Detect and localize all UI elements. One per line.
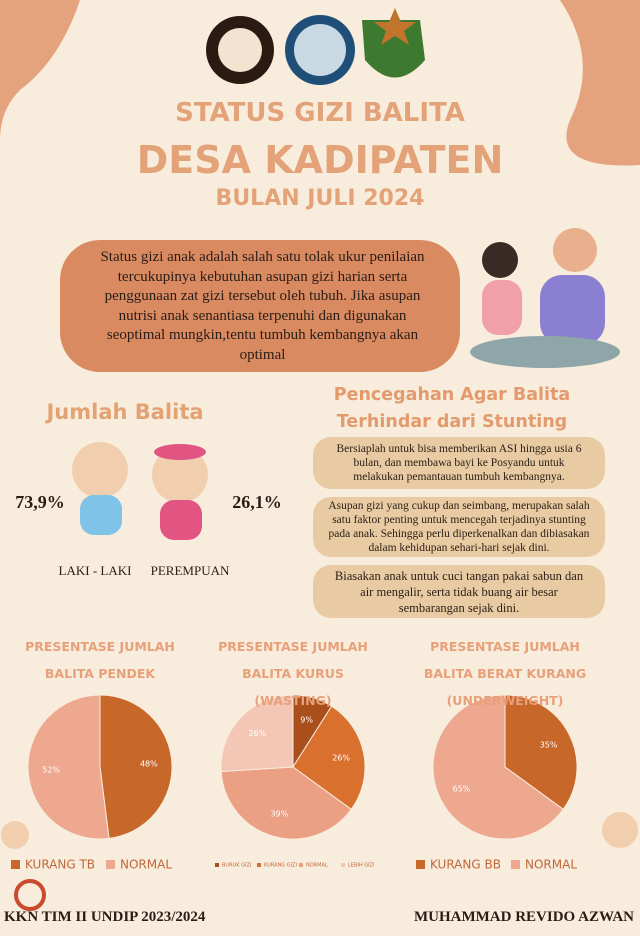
legend-swatch (511, 860, 520, 869)
baby (160, 500, 202, 540)
date: BULAN JULI 2024 (215, 186, 425, 211)
legend-swatch (106, 860, 115, 869)
value-label: 48% (140, 759, 158, 768)
value-label: 9% (300, 715, 313, 724)
male-label: LAKI - LAKI (58, 563, 132, 578)
pie-slice (220, 694, 294, 773)
illustration (540, 275, 605, 345)
pie-slice (220, 766, 352, 840)
legend-label: NORMAL (306, 863, 328, 869)
pie-title: PRESENTASE JUMLAH BALITA BERAT KURANG (U… (423, 639, 587, 708)
corner-blob (560, 0, 640, 166)
value-label: 35% (540, 740, 558, 749)
pie-slice (292, 705, 366, 811)
kid (1, 821, 29, 849)
pie-slice (432, 694, 564, 840)
legend-swatch (257, 863, 261, 867)
logo (218, 28, 262, 72)
baby (152, 447, 208, 503)
legend-swatch (341, 863, 345, 867)
legend-label: NORMAL (120, 858, 172, 872)
female-value: 26,1% (232, 492, 282, 512)
male-value: 73,9% (15, 492, 65, 512)
pie-slice (99, 694, 173, 839)
value-label: 26% (248, 729, 266, 738)
legend-label: LEBIH GIZI (348, 863, 374, 869)
illustration (482, 280, 522, 335)
legend-swatch (299, 863, 303, 867)
pie-slice (27, 694, 110, 840)
legend-swatch (215, 863, 219, 867)
footer-left: KKN TIM II UNDIP 2023/2024 (4, 909, 206, 925)
pie-title: PRESENTASE JUMLAH BALITA KURUS (WASTING) (218, 639, 368, 708)
legend-swatch (416, 860, 425, 869)
illustration (553, 228, 597, 272)
illustration (482, 242, 518, 278)
count-title: Jumlah Balita (46, 400, 204, 424)
female-label: PEREMPUAN (150, 563, 230, 578)
logo (374, 8, 416, 45)
baby (154, 444, 206, 460)
title: STATUS GIZI BALITA (175, 98, 465, 128)
subtitle: DESA KADIPATEN (136, 138, 504, 182)
kid (14, 879, 46, 911)
value-label: 39% (270, 810, 288, 819)
legend-label: KURANG TB (25, 858, 95, 872)
footer-right: MUHAMMAD REVIDO AZWAN (414, 909, 634, 925)
legend-swatch (11, 860, 20, 869)
corner-blob (0, 0, 80, 140)
tip: Bersiaplah untuk bisa memberikan ASI hin… (313, 437, 605, 489)
logo (362, 20, 425, 78)
illustration (470, 336, 620, 368)
pie-title: PRESENTASE JUMLAH BALITA PENDEK (25, 639, 175, 681)
value-label: 26% (332, 753, 350, 762)
tip: Asupan gizi yang cukup dan seimbang, mer… (313, 497, 605, 557)
legend-label: BURUK GIZI (222, 863, 251, 869)
baby (80, 495, 122, 535)
baby (72, 442, 128, 498)
logo (294, 24, 346, 76)
prevention-title: Pencegahan Agar Balita Terhindar dari St… (333, 385, 571, 432)
kid (602, 812, 638, 848)
value-label: 65% (452, 785, 470, 794)
intro-box (60, 240, 460, 372)
legend-label: NORMAL (525, 858, 577, 872)
legend-label: KURANG GIZI (264, 863, 297, 869)
pie-slice (504, 694, 578, 811)
value-label: 52% (42, 766, 60, 775)
intro-text: Status gizi anak adalah salah satu tolak… (100, 249, 425, 363)
legend-label: KURANG BB (430, 858, 501, 872)
tip: Biasakan anak untuk cuci tangan pakai sa… (313, 565, 605, 618)
